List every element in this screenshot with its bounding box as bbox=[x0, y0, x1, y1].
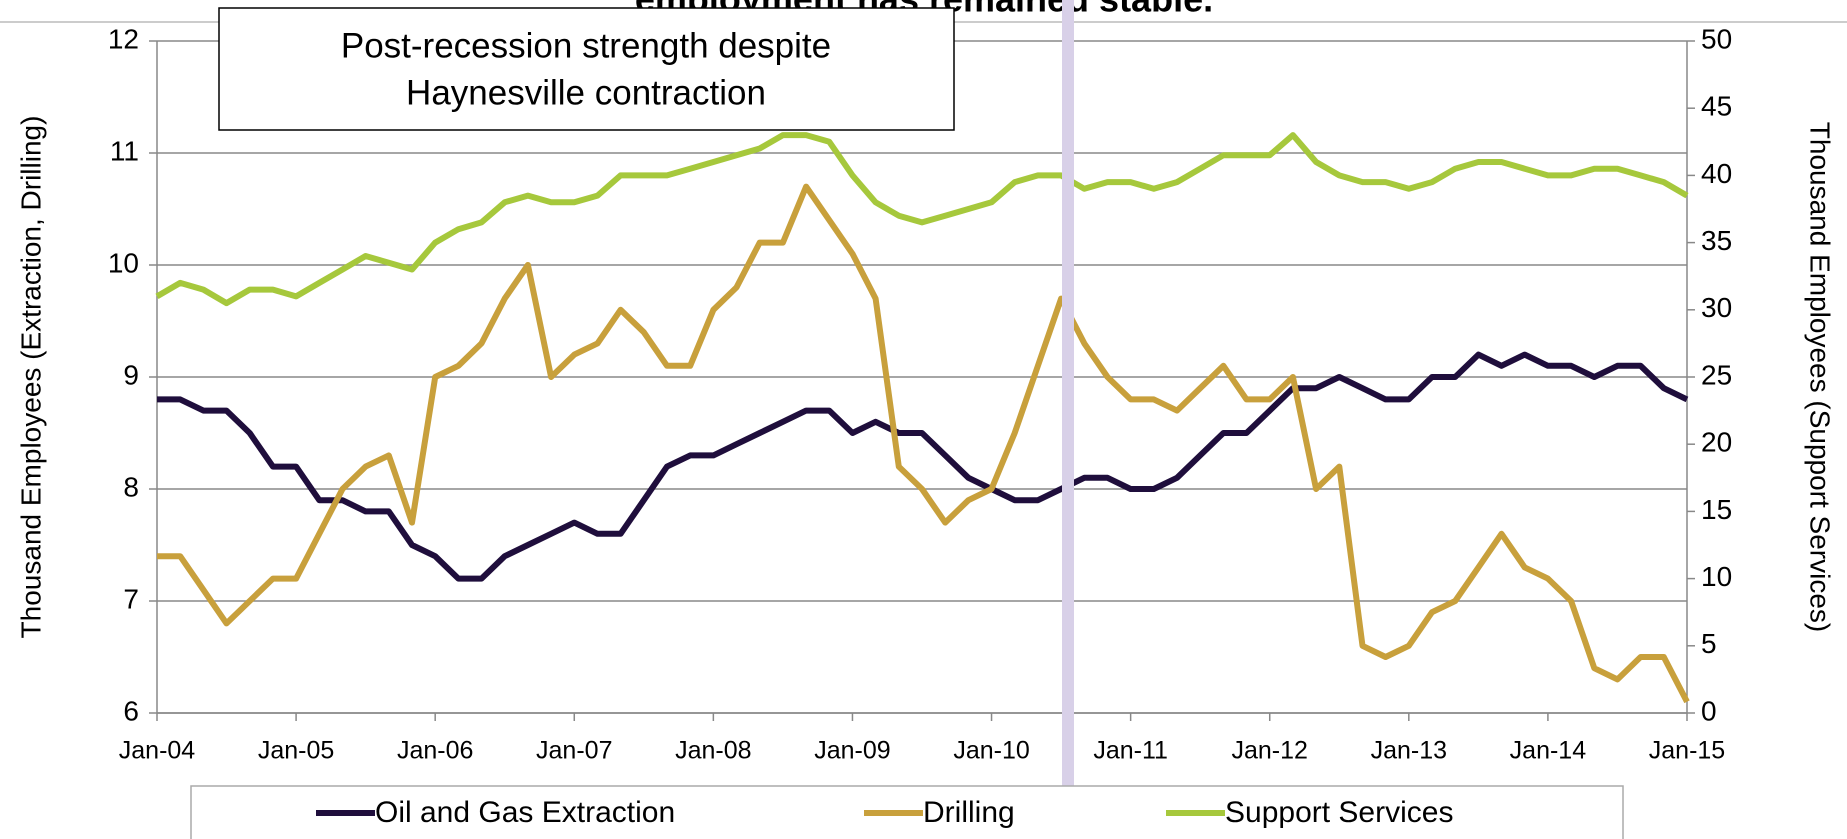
y2-tick-label: 45 bbox=[1701, 91, 1732, 122]
x-tick-label: Jan-09 bbox=[814, 737, 890, 765]
x-tick-label: Jan-06 bbox=[397, 737, 473, 765]
y2-tick-label: 50 bbox=[1701, 23, 1732, 54]
x-tick-label: Jan-13 bbox=[1371, 737, 1447, 765]
y2-tick-label: 0 bbox=[1701, 695, 1717, 726]
x-tick-label: Jan-11 bbox=[1093, 737, 1168, 765]
x-tick-label: Jan-15 bbox=[1649, 737, 1725, 765]
legend-label: Support Services bbox=[1225, 796, 1453, 829]
plot-area: 6 7 8 9 10 11 12 0 5 10 15 20 25 30 35 40 45 50 Jan-04 Jan-… bbox=[108, 23, 1732, 764]
y2-tick-label: 10 bbox=[1701, 561, 1732, 592]
y-tick-label: 9 bbox=[123, 359, 139, 390]
x-tick-label: Jan-10 bbox=[953, 737, 1029, 765]
y-tick-label: 7 bbox=[123, 583, 139, 614]
legend-label: Drilling bbox=[923, 796, 1015, 829]
y-tick-label: 11 bbox=[110, 135, 139, 166]
x-tick-label: Jan-12 bbox=[1232, 737, 1308, 765]
y2-axis-label: Thousand Employees (Support Services) bbox=[1805, 122, 1836, 632]
annotation-box bbox=[218, 7, 955, 131]
legend: Oil and Gas Extraction Drilling Support Se… bbox=[316, 796, 1453, 829]
x-tick-label: Jan-08 bbox=[675, 737, 751, 765]
legend-label: Oil and Gas Extraction bbox=[375, 796, 675, 829]
y2-tick-label: 25 bbox=[1701, 359, 1732, 390]
y-tick-label: 8 bbox=[123, 471, 139, 502]
annotation-line: Haynesville contraction bbox=[406, 73, 766, 112]
y2-tick-label: 5 bbox=[1701, 628, 1717, 659]
y2-tick-label: 15 bbox=[1701, 494, 1732, 525]
x-tick-label: Jan-04 bbox=[119, 737, 196, 765]
y-axis-label: Thousand Employees (Extraction, Drilling… bbox=[15, 116, 46, 639]
y-tick-label: 10 bbox=[108, 247, 139, 278]
series-line bbox=[157, 351, 1689, 582]
y2-tick-label: 35 bbox=[1701, 225, 1732, 256]
x-tick-label: Jan-14 bbox=[1510, 737, 1587, 765]
series-line bbox=[155, 132, 1689, 307]
y-tick-label: 12 bbox=[108, 23, 139, 54]
y2-tick-label: 30 bbox=[1701, 292, 1732, 323]
event-line bbox=[1062, 0, 1074, 795]
x-tick-label: Jan-07 bbox=[536, 737, 612, 765]
y2-tick-label: 20 bbox=[1701, 427, 1732, 458]
y2-tick-label: 40 bbox=[1701, 158, 1732, 189]
y-tick-label: 6 bbox=[123, 695, 139, 726]
series-line bbox=[157, 183, 1690, 704]
x-tick-label: Jan-05 bbox=[258, 737, 334, 765]
annotation-line: Post-recession strength despite bbox=[341, 26, 831, 65]
